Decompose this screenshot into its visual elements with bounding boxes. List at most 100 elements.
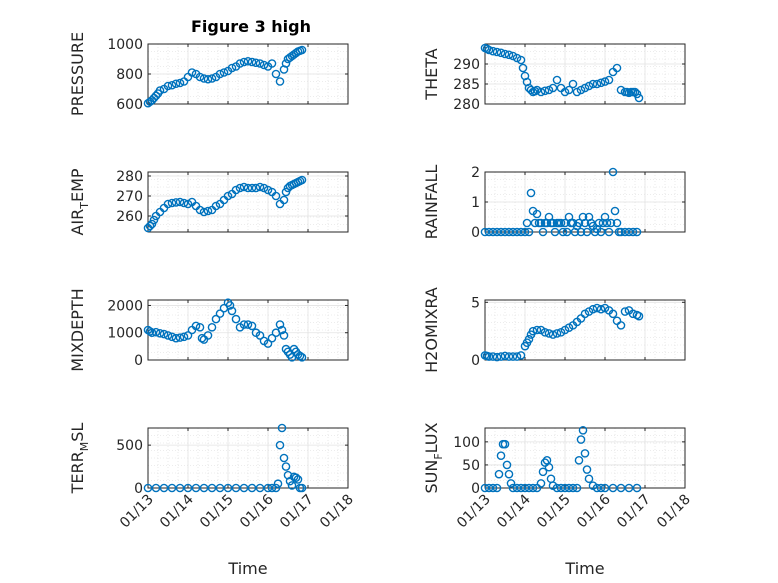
sun-flux-data-point xyxy=(494,469,504,479)
h2omixra-data-point xyxy=(596,304,606,314)
pressure-data-point xyxy=(151,91,161,101)
pressure-data-point xyxy=(251,58,261,68)
terr-msl-data-point xyxy=(255,483,265,493)
theta-data-point xyxy=(548,83,558,93)
rainfall-data-point xyxy=(562,227,572,237)
mixdepth-data-point xyxy=(267,333,277,343)
air-temp-ytick-label: 270 xyxy=(116,189,143,205)
sun-flux-data-point xyxy=(480,483,490,493)
theta-data-point xyxy=(500,49,510,59)
h2omixra-data-point xyxy=(540,328,550,337)
terr-msl-data-point xyxy=(191,483,201,493)
air-temp-data-point xyxy=(279,195,289,205)
sun-flux-data-point xyxy=(552,483,562,493)
sun-flux-data-point xyxy=(572,483,582,493)
sun-flux-data-point xyxy=(528,483,538,493)
rainfall-data-point xyxy=(608,167,618,177)
theta-data-point xyxy=(488,46,498,56)
rainfall-data-point xyxy=(516,227,526,237)
terr-msl-xtick-label: 01/15 xyxy=(197,492,237,532)
mixdepth-data-point xyxy=(211,314,221,324)
pressure-data-point xyxy=(195,72,205,82)
rainfall-panel: 0 1 2 RAINFALL xyxy=(422,165,686,241)
pressure-data-point xyxy=(207,74,217,83)
pressure-data-point xyxy=(297,45,307,55)
theta-data-point xyxy=(540,86,550,96)
sun-flux-data-point xyxy=(488,483,498,493)
terr-msl-data-point xyxy=(143,483,153,493)
theta-data-point xyxy=(516,55,526,65)
air-temp-data-point xyxy=(163,199,173,209)
pressure-data-point xyxy=(259,60,269,70)
terr-msl-data-point xyxy=(151,483,161,493)
sun-flux-data-point xyxy=(564,483,574,493)
rainfall-data-point xyxy=(612,218,622,228)
terr-msl-data-point xyxy=(271,483,281,493)
sun-flux-data-point xyxy=(512,483,522,493)
mixdepth-ytick-label: 0 xyxy=(134,353,143,369)
theta-data-point xyxy=(604,75,614,85)
theta-data-point xyxy=(512,53,522,63)
mixdepth-data-point xyxy=(207,322,217,332)
theta-data-point xyxy=(518,63,528,73)
h2omixra-panel: 0 5 H2OMIXRA xyxy=(422,287,686,373)
terr-msl-ytick-label: 500 xyxy=(116,438,143,454)
rainfall-data-point xyxy=(594,218,604,228)
rainfall-data-point xyxy=(610,206,620,216)
rainfall-data-point xyxy=(536,218,546,228)
mixdepth-data-point xyxy=(151,327,161,337)
terr-msl-data-point xyxy=(199,483,209,493)
mixdepth-data-point xyxy=(277,325,287,335)
pressure-data-point xyxy=(219,68,229,77)
rainfall-data-point xyxy=(632,227,642,237)
air-temp-data-point xyxy=(145,221,155,231)
mixdepth-data-point xyxy=(175,333,185,342)
sun-flux-data-point xyxy=(616,483,626,493)
h2omixra-ylabel: H2OMIXRA xyxy=(422,287,441,373)
pressure-ytick-label: 1000 xyxy=(107,37,143,53)
air-temp-data-point xyxy=(149,215,159,225)
terr-msl-data-point xyxy=(273,479,283,489)
mixdepth-data-point xyxy=(159,329,169,339)
terr-msl-data-point xyxy=(291,473,301,483)
terr-msl-data-point xyxy=(207,483,217,493)
rainfall-data-point xyxy=(496,227,506,237)
sun-flux-data-point xyxy=(578,426,588,435)
rainfall-data-point xyxy=(576,227,586,237)
h2omixra-data-point xyxy=(524,334,534,344)
mixdepth-data-point xyxy=(179,332,189,342)
theta-data-point xyxy=(592,79,602,89)
pressure-data-point xyxy=(175,78,185,88)
pressure-data-point xyxy=(227,63,237,73)
sun-flux-ytick-label: 50 xyxy=(462,458,480,474)
pressure-data-point xyxy=(243,56,253,66)
sun-flux-data-point xyxy=(538,467,548,477)
sun-flux-data-point xyxy=(600,483,610,493)
rainfall-data-point xyxy=(538,227,548,237)
pressure-ytick-label: 600 xyxy=(116,97,143,113)
sun-flux-data-point xyxy=(560,483,570,493)
terr-msl-xtick-label: 01/18 xyxy=(317,492,357,532)
terr-msl-data-point xyxy=(267,483,277,493)
air-temp-ytick-label: 260 xyxy=(116,209,143,225)
h2omixra-data-point xyxy=(544,329,554,338)
pressure-data-point xyxy=(167,80,177,90)
h2omixra-ytick-label: 5 xyxy=(471,295,480,311)
theta-data-point xyxy=(544,85,554,95)
mixdepth-data-point xyxy=(275,320,285,329)
sun-flux-data-point xyxy=(556,483,566,493)
sun-flux-data-point xyxy=(508,483,518,493)
theta-data-point xyxy=(572,87,582,97)
pressure-data-point xyxy=(271,69,281,79)
sun-flux-data-point xyxy=(580,449,590,458)
theta-data-point xyxy=(588,79,598,89)
pressure-data-point xyxy=(247,57,257,67)
sun-flux-data-point xyxy=(576,435,586,444)
theta-ytick-label: 290 xyxy=(453,57,480,73)
sun-flux-data-point xyxy=(496,451,506,460)
h2omixra-data-point xyxy=(516,351,526,360)
theta-data-point xyxy=(580,83,590,93)
terr-msl-xtick-label: 01/16 xyxy=(237,491,277,531)
mixdepth-data-point xyxy=(231,314,241,324)
h2omixra-data-point xyxy=(512,352,522,361)
